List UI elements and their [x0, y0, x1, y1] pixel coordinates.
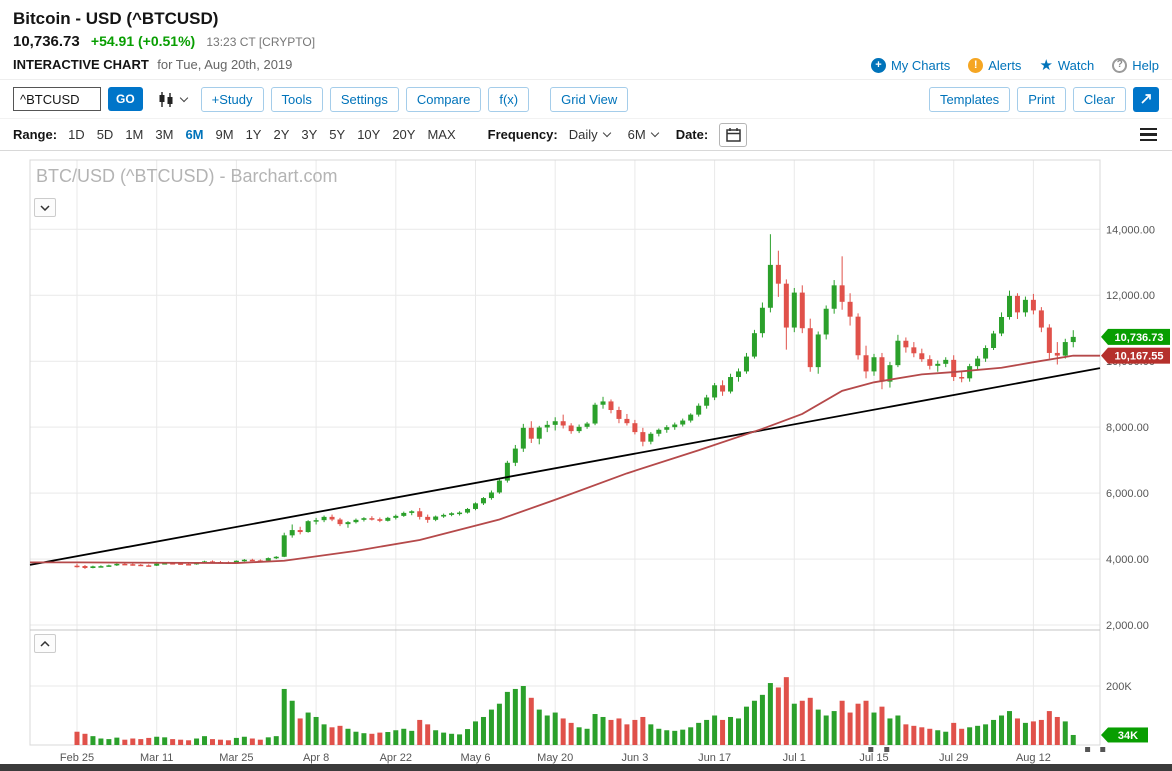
- svg-text:Apr 22: Apr 22: [380, 752, 412, 764]
- svg-text:Jun 17: Jun 17: [698, 752, 731, 764]
- chart-canvas[interactable]: 14,000.0012,000.0010,000.008,000.006,000…: [0, 152, 1172, 764]
- range-1d[interactable]: 1D: [68, 127, 85, 142]
- price-change: +54.91 (+0.51%): [90, 33, 196, 49]
- range-1m[interactable]: 1M: [125, 127, 144, 142]
- header-links: + My Charts ! Alerts ★ Watch ? Help: [870, 57, 1159, 73]
- svg-text:10,167.55: 10,167.55: [1115, 351, 1164, 363]
- chevron-down-icon: [179, 93, 188, 102]
- symbol-title: Bitcoin - USD (^BTCUSD): [13, 9, 219, 28]
- chart-panel: 14,000.0012,000.0010,000.008,000.006,000…: [0, 152, 1172, 764]
- plus-circle-icon: +: [870, 57, 886, 73]
- page-date: for Tue, Aug 20th, 2019: [157, 57, 293, 72]
- chevron-down-icon: [650, 128, 659, 138]
- svg-text:12,000.00: 12,000.00: [1106, 290, 1155, 302]
- chevron-down-icon: [40, 204, 50, 211]
- my-charts-label: My Charts: [890, 57, 951, 73]
- alerts-label: Alerts: [988, 57, 1022, 73]
- page-heading: INTERACTIVE CHART for Tue, Aug 20th, 201…: [13, 56, 292, 74]
- svg-text:Aug 12: Aug 12: [1016, 752, 1051, 764]
- quote-header: Bitcoin - USD (^BTCUSD) 10,736.73 +54.91…: [0, 0, 1172, 80]
- alert-bell-icon: !: [968, 57, 984, 73]
- svg-text:May 20: May 20: [537, 752, 573, 764]
- chart-toolbar: GO +Study Tools Settings Compare f(x) Gr…: [0, 86, 1172, 112]
- add-study-button[interactable]: +Study: [200, 86, 264, 112]
- range-5d[interactable]: 5D: [96, 127, 114, 142]
- grid-view-button[interactable]: Grid View: [550, 86, 629, 112]
- symbol-input[interactable]: [13, 87, 101, 111]
- bottom-bar: [0, 764, 1172, 771]
- range-max[interactable]: MAX: [427, 127, 456, 142]
- svg-text:34K: 34K: [1118, 730, 1138, 742]
- range-10y[interactable]: 10Y: [357, 127, 381, 142]
- svg-text:Mar 11: Mar 11: [140, 752, 173, 764]
- svg-text:Jun 3: Jun 3: [621, 752, 648, 764]
- range-2y[interactable]: 2Y: [273, 127, 290, 142]
- tools-button[interactable]: Tools: [270, 86, 323, 112]
- chevron-up-icon: [40, 640, 50, 647]
- templates-button[interactable]: Templates: [928, 86, 1011, 112]
- compare-button[interactable]: Compare: [405, 86, 482, 112]
- range-20y[interactable]: 20Y: [392, 127, 416, 142]
- price-row: 10,736.73 +54.91 (+0.51%) 13:23 CT [CRYP…: [0, 33, 1172, 50]
- last-price: 10,736.73: [13, 33, 80, 50]
- function-button[interactable]: f(x): [488, 86, 530, 112]
- frequency-label: Frequency:: [487, 127, 558, 142]
- period-value: 6M: [627, 127, 646, 142]
- star-icon: ★: [1039, 56, 1053, 74]
- price-pane-collapse-button[interactable]: [34, 198, 56, 217]
- print-button[interactable]: Print: [1017, 86, 1066, 112]
- svg-text:200K: 200K: [1106, 681, 1132, 693]
- svg-text:Apr 8: Apr 8: [303, 752, 329, 764]
- range-3y[interactable]: 3Y: [301, 127, 318, 142]
- help-label: Help: [1132, 57, 1159, 73]
- range-toolbar: Range: 1D 5D 1M 3M 6M 9M 1Y 2Y 3Y 5Y 10Y…: [0, 118, 1172, 151]
- quote-time: 13:23 CT [CRYPTO]: [206, 35, 316, 49]
- range-1y[interactable]: 1Y: [245, 127, 262, 142]
- svg-text:Jul 29: Jul 29: [939, 752, 968, 764]
- svg-text:May 6: May 6: [461, 752, 491, 764]
- svg-text:10,736.73: 10,736.73: [1115, 332, 1164, 344]
- period-select[interactable]: 6M: [627, 127, 659, 142]
- clear-button[interactable]: Clear: [1072, 86, 1126, 112]
- watch-link[interactable]: ★ Watch: [1039, 58, 1094, 73]
- watch-label: Watch: [1057, 57, 1095, 73]
- subheader-row: INTERACTIVE CHART for Tue, Aug 20th, 201…: [0, 56, 1172, 74]
- frequency-value: Daily: [568, 127, 598, 142]
- frequency-select[interactable]: Daily: [568, 127, 611, 142]
- range-label: Range:: [13, 127, 58, 142]
- chart-menu-button[interactable]: [1138, 126, 1159, 144]
- chevron-down-icon: [602, 128, 611, 138]
- svg-text:8,000.00: 8,000.00: [1106, 422, 1149, 434]
- calendar-icon: [725, 128, 741, 142]
- alerts-link[interactable]: ! Alerts: [968, 57, 1022, 73]
- svg-text:Jul 1: Jul 1: [783, 752, 806, 764]
- range-5y[interactable]: 5Y: [329, 127, 346, 142]
- svg-text:4,000.00: 4,000.00: [1106, 554, 1149, 566]
- date-label: Date:: [675, 127, 709, 142]
- svg-text:2,000.00: 2,000.00: [1106, 620, 1149, 632]
- svg-text:Jul 15: Jul 15: [859, 752, 888, 764]
- help-link[interactable]: ? Help: [1112, 57, 1159, 73]
- svg-text:Feb 25: Feb 25: [60, 752, 94, 764]
- date-picker-button[interactable]: [719, 122, 748, 147]
- candlestick-icon: [159, 91, 173, 107]
- expand-icon: [1141, 94, 1151, 104]
- range-6m[interactable]: 6M: [185, 127, 204, 142]
- range-3m[interactable]: 3M: [155, 127, 174, 142]
- chart-type-selector[interactable]: [157, 91, 188, 108]
- svg-text:6,000.00: 6,000.00: [1106, 488, 1149, 500]
- svg-text:14,000.00: 14,000.00: [1106, 224, 1155, 236]
- svg-text:Mar 25: Mar 25: [219, 752, 253, 764]
- go-button[interactable]: GO: [108, 87, 143, 111]
- range-9m[interactable]: 9M: [215, 127, 234, 142]
- volume-pane-collapse-button[interactable]: [34, 634, 56, 653]
- question-mark-icon: ?: [1112, 57, 1128, 73]
- expand-chart-button[interactable]: [1133, 86, 1159, 112]
- settings-button[interactable]: Settings: [329, 86, 399, 112]
- page-type-label: INTERACTIVE CHART: [13, 57, 149, 72]
- my-charts-link[interactable]: + My Charts: [870, 57, 951, 73]
